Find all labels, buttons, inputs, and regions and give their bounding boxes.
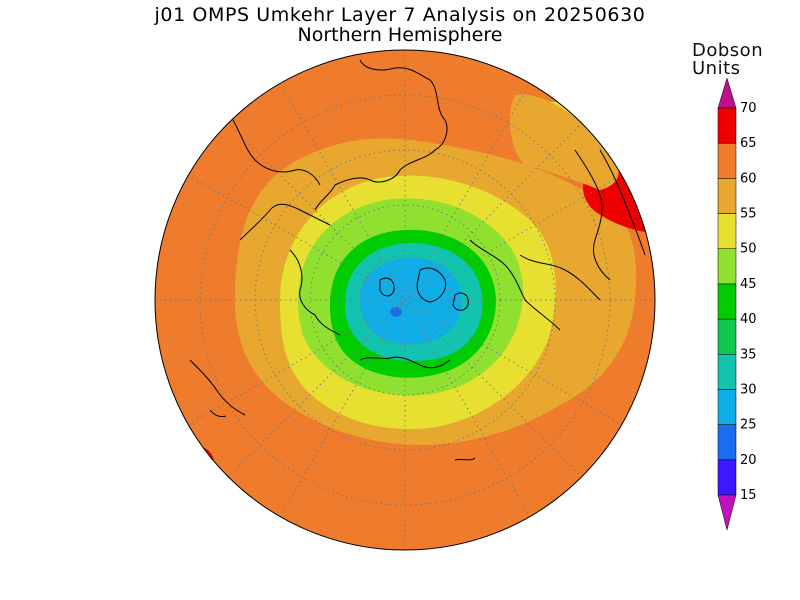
colorbar-over-arrow xyxy=(717,77,737,109)
colorbar-segments xyxy=(717,77,737,531)
colorbar-band xyxy=(717,107,737,144)
colorbar-band xyxy=(717,389,737,425)
colorbar-tick-label: 20 xyxy=(740,453,757,468)
colorbar-labels: 15 20 25 30 35 40 45 50 55 60 65 70 xyxy=(740,101,757,503)
map-subtitle: Northern Hemisphere xyxy=(297,24,503,46)
colorbar-tick-label: 25 xyxy=(740,418,757,433)
graticule xyxy=(155,50,655,550)
map-boundary xyxy=(154,49,656,551)
colorbar-band xyxy=(717,213,737,249)
colorbar-tick-label: 35 xyxy=(740,347,757,362)
colorbar-tick-label: 40 xyxy=(740,312,757,327)
colorbar-tick-label: 70 xyxy=(740,101,757,116)
contour-30-35 xyxy=(360,258,462,345)
colorbar-tick-label: 50 xyxy=(740,242,757,257)
colorbar-band xyxy=(717,283,737,320)
colorbar-title-line1: Dobson xyxy=(692,40,764,61)
colorbar-tick-label: 65 xyxy=(740,136,757,151)
colorbar-tick-label: 45 xyxy=(740,277,757,292)
coastlines xyxy=(155,59,646,461)
colorbar-tick-label: 60 xyxy=(740,171,757,186)
colorbar-band xyxy=(717,354,737,390)
contour-25-30 xyxy=(390,307,402,317)
colorbar-under-arrow xyxy=(717,494,737,531)
colorbar-band xyxy=(717,424,737,461)
colorbar-band xyxy=(717,248,737,285)
colorbar-tick-label: 30 xyxy=(740,382,757,397)
colorbar-title-line2: Units xyxy=(692,58,741,79)
colorbar-band xyxy=(717,318,737,355)
ozone-contour-fill xyxy=(155,50,655,550)
colorbar-band xyxy=(717,178,737,214)
colorbar-tick-label: 15 xyxy=(740,488,757,503)
contour-55-60-north xyxy=(509,94,619,190)
colorbar-band xyxy=(717,142,737,179)
colorbar-band xyxy=(717,459,737,496)
colorbar-tick-label: 55 xyxy=(740,207,757,222)
map-title: j01 OMPS Umkehr Layer 7 Analysis on 2025… xyxy=(154,4,646,26)
